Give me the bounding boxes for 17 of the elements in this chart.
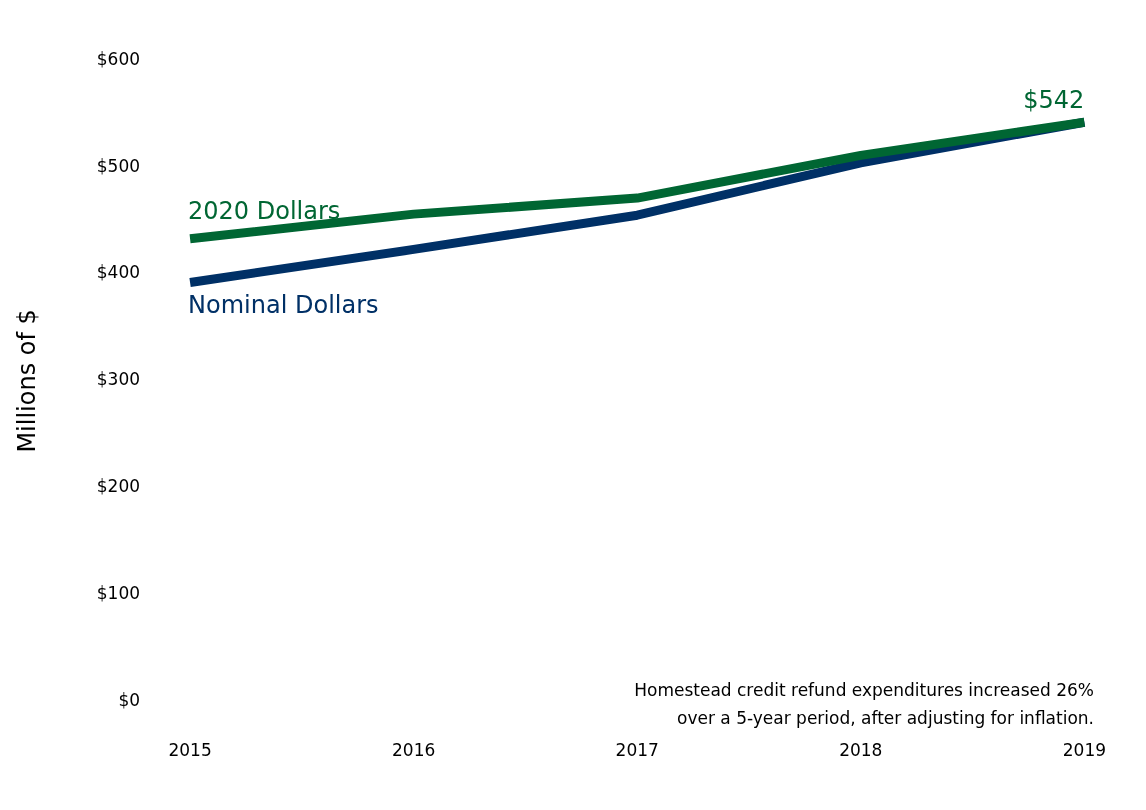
y-tick-label: $100 bbox=[96, 583, 141, 604]
data-label: $542 bbox=[1023, 86, 1085, 115]
x-tick-label: 2015 bbox=[168, 740, 212, 761]
series-label: Nominal Dollars bbox=[188, 290, 379, 319]
series-label: 2020 Dollars bbox=[188, 196, 341, 225]
y-tick-label: $0 bbox=[118, 690, 141, 711]
y-tick-label: $600 bbox=[96, 48, 141, 69]
y-tick-label: $500 bbox=[96, 155, 141, 176]
x-tick-label: 2019 bbox=[1062, 740, 1106, 761]
x-tick-label: 2018 bbox=[839, 740, 883, 761]
y-tick-label: $300 bbox=[96, 369, 141, 390]
y-tick-label: $200 bbox=[96, 476, 141, 497]
annotation: Homestead credit refund expenditures increased 26% over a 5-year period, after adjusting for inflation. bbox=[633, 679, 1094, 730]
y-axis-title: Millions of $ bbox=[12, 309, 41, 453]
y-tick-label: $400 bbox=[96, 262, 141, 283]
x-tick-label: 2016 bbox=[392, 740, 436, 761]
x-tick-label: 2017 bbox=[615, 740, 659, 761]
